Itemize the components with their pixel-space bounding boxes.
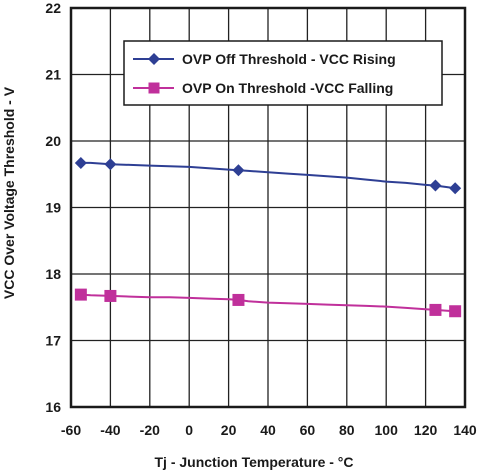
tick-labels: -60 -40 -20 0 20 40 60 80 100 120 140 16 17 18 19 20 21 2… xyxy=(45,0,476,438)
data-point-series-2 xyxy=(104,289,117,302)
x-tick-label: -40 xyxy=(100,422,120,438)
y-tick-label: 16 xyxy=(45,399,61,415)
y-tick-label: 17 xyxy=(45,333,61,349)
legend-marker-series-1 xyxy=(148,53,160,65)
x-tick-label: 60 xyxy=(300,422,316,438)
series-group xyxy=(74,156,462,318)
data-point-series-1 xyxy=(449,182,462,195)
x-tick-label: 100 xyxy=(375,422,399,438)
data-point-series-2 xyxy=(232,293,245,306)
data-point-series-2 xyxy=(449,305,462,318)
x-tick-label: 80 xyxy=(339,422,355,438)
data-point-series-1 xyxy=(429,179,442,192)
x-tick-label: 20 xyxy=(221,422,237,438)
y-tick-label: 21 xyxy=(45,67,61,83)
y-axis-title: VCC Over Voltage Threshold - V xyxy=(1,86,17,299)
x-tick-label: 120 xyxy=(414,422,438,438)
legend-label-series-1: OVP Off Threshold - VCC Rising xyxy=(182,51,396,67)
data-point-series-2 xyxy=(74,288,87,301)
x-axis-title: Tj - Junction Temperature - °C xyxy=(154,454,353,470)
data-point-series-1 xyxy=(104,158,117,171)
series-line-1 xyxy=(80,161,456,190)
x-tick-label: -60 xyxy=(61,422,81,438)
series-line-2 xyxy=(80,293,456,313)
y-tick-label: 22 xyxy=(45,0,61,16)
data-point-series-2 xyxy=(429,303,442,316)
x-tick-label: 0 xyxy=(185,422,193,438)
legend: OVP Off Threshold - VCC Rising OVP On Th… xyxy=(123,40,443,106)
x-tick-label: -20 xyxy=(140,422,160,438)
x-tick-label: 40 xyxy=(260,422,276,438)
x-tick-label: 140 xyxy=(453,422,477,438)
legend-box xyxy=(123,40,443,106)
data-point-series-1 xyxy=(74,156,87,169)
legend-label-series-2: OVP On Threshold -VCC Falling xyxy=(182,80,393,96)
y-tick-label: 19 xyxy=(45,200,61,216)
y-tick-label: 18 xyxy=(45,266,61,282)
legend-marker-series-2 xyxy=(148,82,160,94)
plot-border xyxy=(69,6,467,409)
y-tick-label: 20 xyxy=(45,133,61,149)
data-point-series-1 xyxy=(232,164,245,177)
